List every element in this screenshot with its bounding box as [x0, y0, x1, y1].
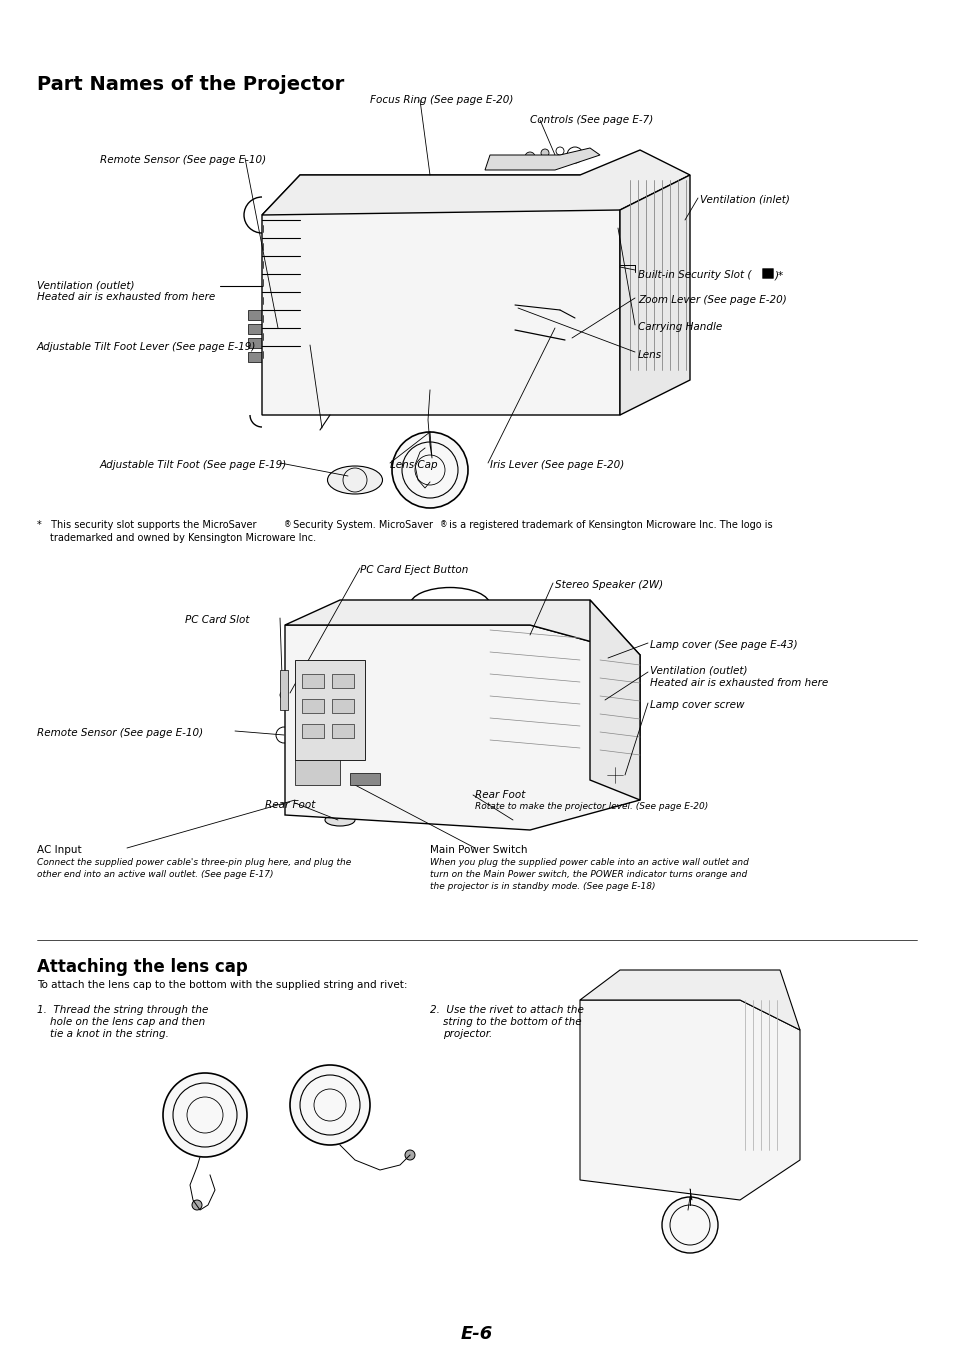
Text: Adjustable Tilt Foot Lever (See page E-19): Adjustable Tilt Foot Lever (See page E-1…	[37, 342, 256, 352]
Text: Controls (See page E-7): Controls (See page E-7)	[530, 115, 653, 125]
Text: Remote Sensor (See page E-10): Remote Sensor (See page E-10)	[100, 155, 266, 164]
Circle shape	[192, 1200, 202, 1211]
Circle shape	[524, 152, 535, 162]
Text: Focus Ring (See page E-20): Focus Ring (See page E-20)	[370, 94, 513, 105]
Text: When you plug the supplied power cable into an active wall outlet and: When you plug the supplied power cable i…	[430, 857, 748, 867]
Text: is a registered trademark of Kensington Microware Inc. The logo is: is a registered trademark of Kensington …	[446, 520, 772, 530]
Text: E-6: E-6	[460, 1325, 493, 1343]
Text: 1.  Thread the string through the: 1. Thread the string through the	[37, 1006, 208, 1015]
Circle shape	[163, 1073, 247, 1157]
Text: Remote Sensor (See page E-10): Remote Sensor (See page E-10)	[37, 728, 203, 737]
Circle shape	[392, 431, 468, 508]
Text: Ventilation (inlet): Ventilation (inlet)	[700, 195, 789, 205]
Circle shape	[604, 1045, 695, 1135]
Bar	[302, 674, 324, 687]
Text: Rear Foot: Rear Foot	[265, 799, 315, 810]
Text: To attach the lens cap to the bottom with the supplied string and rivet:: To attach the lens cap to the bottom wit…	[37, 980, 407, 989]
Text: Carrying Handle: Carrying Handle	[638, 322, 721, 332]
Text: other end into an active wall outlet. (See page E-17): other end into an active wall outlet. (S…	[37, 869, 274, 879]
Text: Lamp cover screw: Lamp cover screw	[649, 700, 743, 710]
Text: string to the bottom of the: string to the bottom of the	[442, 1016, 581, 1027]
Text: ®: ®	[284, 520, 292, 528]
Circle shape	[280, 692, 288, 700]
Text: Zoom Lever (See page E-20): Zoom Lever (See page E-20)	[638, 295, 786, 305]
Circle shape	[302, 793, 317, 807]
Bar	[248, 338, 262, 348]
Bar	[332, 674, 354, 687]
Text: 2.  Use the rivet to attach the: 2. Use the rivet to attach the	[430, 1006, 583, 1015]
Circle shape	[661, 1197, 718, 1254]
Ellipse shape	[327, 466, 382, 493]
Text: Security System. MicroSaver: Security System. MicroSaver	[290, 520, 433, 530]
Polygon shape	[579, 971, 800, 1030]
Text: Part Names of the Projector: Part Names of the Projector	[37, 75, 344, 94]
Ellipse shape	[325, 814, 355, 826]
Text: *   This security slot supports the MicroSaver: * This security slot supports the MicroS…	[37, 520, 256, 530]
Bar	[332, 700, 354, 713]
Text: Adjustable Tilt Foot (See page E-19): Adjustable Tilt Foot (See page E-19)	[100, 460, 287, 470]
Text: Iris Lever (See page E-20): Iris Lever (See page E-20)	[490, 460, 623, 470]
Polygon shape	[484, 148, 599, 170]
Circle shape	[290, 1065, 370, 1144]
Bar	[302, 724, 324, 737]
Text: the projector is in standby mode. (See page E-18): the projector is in standby mode. (See p…	[430, 882, 655, 891]
Text: Heated air is exhausted from here: Heated air is exhausted from here	[649, 678, 827, 687]
Bar	[248, 324, 262, 334]
Polygon shape	[589, 600, 639, 799]
Text: Ventilation (outlet): Ventilation (outlet)	[37, 280, 134, 290]
Polygon shape	[285, 600, 639, 655]
Text: AC Input: AC Input	[37, 845, 82, 855]
Bar	[302, 700, 324, 713]
Text: PC Card Slot: PC Card Slot	[185, 615, 250, 625]
Text: )*: )*	[774, 270, 783, 280]
Text: Main Power Switch: Main Power Switch	[430, 845, 527, 855]
Text: Rotate to make the projector level. (See page E-20): Rotate to make the projector level. (See…	[475, 802, 707, 811]
Bar	[294, 760, 339, 785]
Polygon shape	[285, 625, 639, 830]
Text: trademarked and owned by Kensington Microware Inc.: trademarked and owned by Kensington Micr…	[50, 532, 315, 543]
Text: Attaching the lens cap: Attaching the lens cap	[37, 958, 248, 976]
Circle shape	[405, 1150, 415, 1161]
Polygon shape	[579, 1000, 800, 1200]
Circle shape	[359, 235, 499, 375]
Circle shape	[345, 220, 515, 390]
Text: Ventilation (outlet): Ventilation (outlet)	[649, 666, 747, 675]
Text: Built-in Security Slot (: Built-in Security Slot (	[638, 270, 751, 280]
Text: Lens: Lens	[638, 350, 661, 360]
Text: Rear Foot: Rear Foot	[475, 790, 525, 799]
Circle shape	[377, 253, 481, 357]
Text: tie a knot in the string.: tie a knot in the string.	[50, 1029, 169, 1039]
Text: projector.: projector.	[442, 1029, 492, 1039]
Polygon shape	[262, 175, 619, 415]
Text: hole on the lens cap and then: hole on the lens cap and then	[50, 1016, 205, 1027]
Bar	[350, 772, 379, 785]
Circle shape	[540, 150, 548, 156]
Text: Connect the supplied power cable's three-pin plug here, and plug the: Connect the supplied power cable's three…	[37, 857, 351, 867]
Text: turn on the Main Power switch, the POWER indicator turns orange and: turn on the Main Power switch, the POWER…	[430, 869, 746, 879]
Bar	[248, 310, 262, 319]
Bar	[280, 670, 288, 710]
Text: Lamp cover (See page E-43): Lamp cover (See page E-43)	[649, 640, 797, 650]
Text: ®: ®	[439, 520, 447, 528]
Bar	[248, 352, 262, 363]
Ellipse shape	[496, 814, 523, 826]
Circle shape	[685, 1181, 693, 1189]
Polygon shape	[262, 150, 689, 214]
Bar	[332, 724, 354, 737]
Polygon shape	[294, 661, 365, 760]
Text: Lens Cap: Lens Cap	[390, 460, 437, 470]
FancyBboxPatch shape	[761, 268, 773, 279]
Text: PC Card Eject Button: PC Card Eject Button	[359, 565, 468, 576]
Text: Stereo Speaker (2W): Stereo Speaker (2W)	[555, 580, 662, 590]
Text: Heated air is exhausted from here: Heated air is exhausted from here	[37, 293, 215, 302]
Polygon shape	[619, 175, 689, 415]
